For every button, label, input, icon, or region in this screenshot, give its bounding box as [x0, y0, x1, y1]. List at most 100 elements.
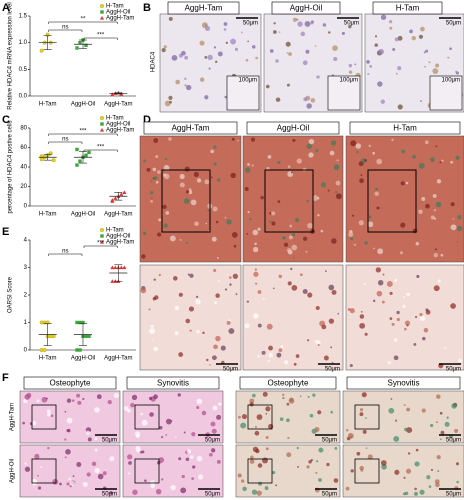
cell: [282, 393, 285, 397]
cell: [32, 481, 37, 486]
cell: [235, 293, 238, 296]
cell: [348, 232, 354, 237]
cell: [447, 56, 450, 59]
cell: [428, 61, 431, 64]
row-label: AggH-Oil: [10, 459, 16, 483]
cell: [272, 470, 276, 475]
x-tick-label: H-Tam: [39, 212, 57, 218]
y-tick-label: 80: [20, 126, 27, 132]
cell: [377, 279, 384, 286]
cell: [47, 446, 50, 450]
scale-bar-label: 50μm: [446, 21, 461, 27]
cell: [359, 408, 364, 412]
cell: [161, 478, 164, 481]
cell: [172, 276, 178, 281]
cell: [71, 399, 75, 402]
cell: [76, 461, 82, 467]
cell: [254, 242, 257, 246]
cell: [24, 394, 31, 400]
cell: [205, 222, 208, 225]
x-tick-label: AggH-Tam: [104, 356, 132, 362]
cell: [435, 482, 440, 488]
cell: [444, 346, 447, 349]
cell: [158, 273, 161, 277]
cell: [209, 452, 213, 457]
data-point: [87, 150, 91, 155]
cell: [272, 287, 275, 290]
cell: [376, 158, 383, 165]
cell: [312, 393, 316, 397]
cell: [213, 344, 218, 350]
cell: [292, 138, 296, 142]
cell: [406, 407, 411, 412]
cell: [377, 248, 384, 255]
cell: [37, 486, 42, 490]
cell: [196, 405, 200, 410]
cell: [148, 308, 151, 311]
cell: [432, 68, 439, 75]
cell: [295, 218, 300, 223]
cell: [287, 436, 290, 440]
cell: [46, 409, 51, 414]
data-point: [100, 4, 104, 8]
cell: [102, 471, 107, 476]
cell: [66, 398, 72, 403]
data-point: [110, 198, 115, 202]
cell: [153, 176, 158, 180]
cell: [168, 95, 173, 100]
cell: [230, 172, 236, 179]
cell: [330, 346, 333, 349]
cell: [141, 450, 145, 454]
cell: [171, 54, 178, 61]
cell: [286, 402, 290, 406]
cell: [374, 43, 378, 47]
cell: [94, 437, 98, 441]
scale-bar-label: 50μm: [205, 492, 220, 498]
cell: [132, 489, 138, 495]
cell: [389, 317, 393, 320]
cell: [72, 475, 75, 478]
cell: [269, 49, 274, 53]
zoom-box: [31, 458, 57, 484]
cell: [161, 48, 166, 53]
x-tick-label: H-Tam: [39, 102, 57, 108]
cell: [394, 278, 398, 282]
y-tick-label: 60: [20, 145, 27, 151]
cell: [305, 250, 308, 253]
cell: [402, 296, 405, 299]
cell: [405, 181, 409, 185]
cell: [150, 339, 154, 342]
row-label: HDAC4: [151, 51, 157, 72]
cell: [307, 395, 310, 398]
cell: [251, 164, 254, 167]
cell: [82, 397, 85, 401]
cell: [163, 173, 170, 180]
column-header-box: [246, 121, 340, 135]
cell: [433, 209, 437, 212]
cell: [257, 323, 262, 328]
cell: [217, 51, 223, 57]
cell: [163, 45, 167, 49]
cell: [373, 247, 375, 250]
cell: [210, 421, 216, 427]
cell: [360, 310, 363, 313]
y-tick-label: 0.0: [19, 94, 28, 100]
cell: [380, 99, 385, 104]
cell: [452, 218, 455, 220]
cell: [64, 438, 67, 441]
cell: [246, 233, 249, 235]
cell: [351, 214, 355, 217]
cell: [285, 41, 291, 47]
scale-bar-label: 50μm: [243, 21, 258, 27]
cell: [306, 199, 309, 203]
cell: [213, 268, 217, 273]
cell: [297, 465, 300, 468]
significance-label: **: [81, 17, 86, 23]
cell: [256, 490, 262, 496]
cell: [455, 70, 458, 73]
cell: [257, 355, 260, 358]
cell: [426, 475, 431, 480]
cell: [271, 211, 276, 216]
row-label: AggH-Tam: [10, 403, 16, 431]
